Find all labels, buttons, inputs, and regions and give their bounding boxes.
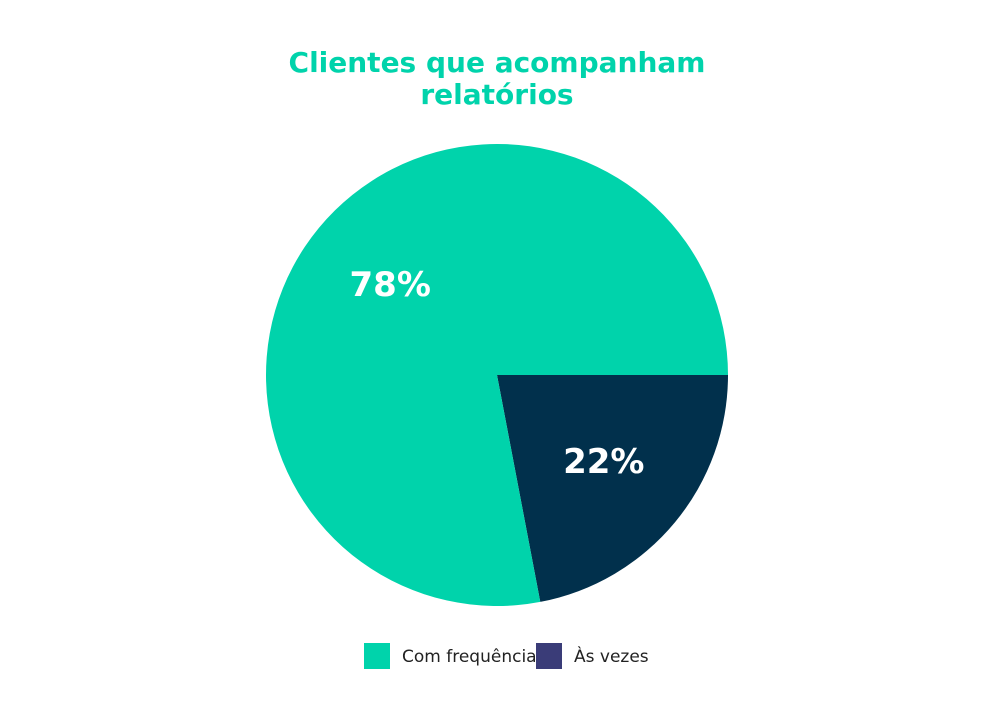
legend-swatch xyxy=(364,643,390,669)
data-label: 78% xyxy=(350,265,431,305)
legend-label: Às vezes xyxy=(574,645,649,667)
legend-label: Com frequência xyxy=(402,647,537,667)
pie-slice xyxy=(266,143,728,606)
legend-swatch xyxy=(536,643,562,669)
chart-title: relatórios xyxy=(420,78,573,111)
chart-title: Clientes que acompanham xyxy=(289,46,706,79)
data-label: 22% xyxy=(563,442,644,482)
pie-slice xyxy=(497,375,728,602)
